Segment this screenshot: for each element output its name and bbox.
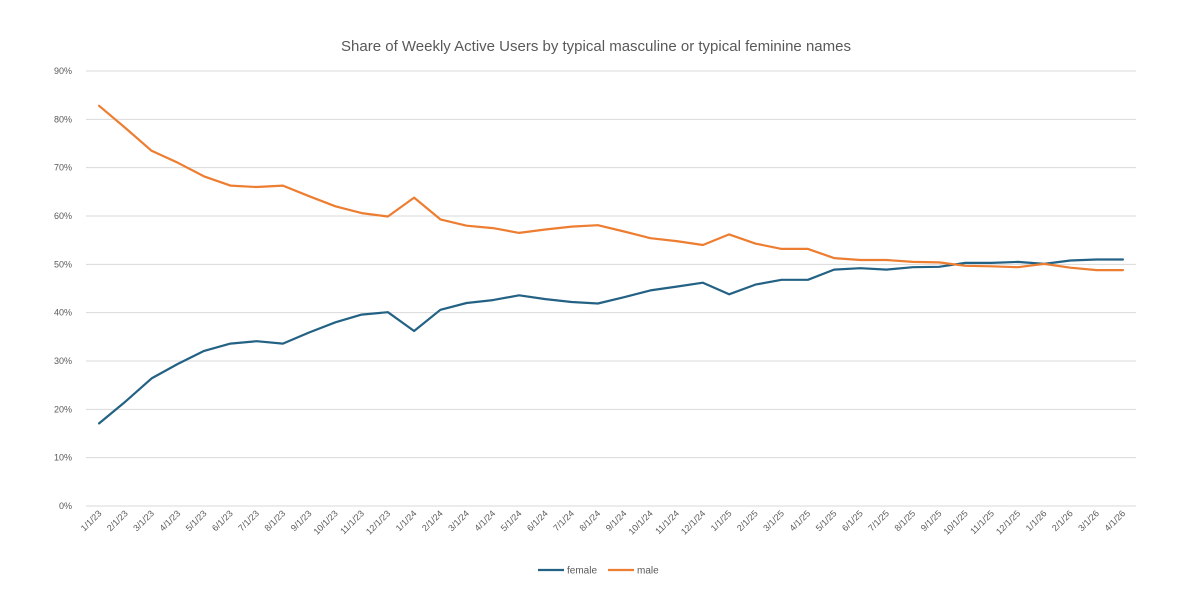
x-tick-label: 2/1/25 xyxy=(735,508,760,533)
x-tick-label: 4/1/23 xyxy=(158,508,183,533)
x-tick-label: 5/1/25 xyxy=(814,508,839,533)
legend-label-female: female xyxy=(567,566,597,577)
x-tick-label: 8/1/24 xyxy=(578,508,603,533)
x-tick-label: 2/1/24 xyxy=(420,508,445,533)
y-tick-label: 0% xyxy=(59,501,72,511)
x-tick-label: 9/1/24 xyxy=(604,508,629,533)
x-tick-label: 3/1/25 xyxy=(761,508,786,533)
x-tick-label: 10/1/23 xyxy=(311,508,339,536)
x-tick-label: 5/1/23 xyxy=(184,508,209,533)
y-tick-label: 30% xyxy=(54,356,72,366)
x-tick-label: 11/1/24 xyxy=(653,508,681,536)
x-tick-label: 11/1/23 xyxy=(338,508,366,536)
x-tick-label: 1/1/26 xyxy=(1024,508,1049,533)
x-tick-label: 4/1/24 xyxy=(473,508,498,533)
x-tick-label: 8/1/23 xyxy=(263,508,288,533)
series-line-male xyxy=(97,104,1125,272)
x-tick-label: 6/1/25 xyxy=(840,508,865,533)
y-axis-tick-labels: 0% 10% 20% 30% 40% 50% 60% 70% 80% 90% xyxy=(54,66,72,511)
x-tick-label: 7/1/23 xyxy=(236,508,261,533)
x-tick-label: 6/1/23 xyxy=(210,508,235,533)
x-tick-label: 1/1/24 xyxy=(394,508,419,533)
x-tick-label: 2/1/23 xyxy=(105,508,130,533)
x-tick-label: 8/1/25 xyxy=(893,508,918,533)
x-tick-label: 12/1/25 xyxy=(994,508,1022,536)
y-tick-label: 20% xyxy=(54,404,72,414)
x-tick-label: 3/1/26 xyxy=(1076,508,1101,533)
y-tick-label: 10% xyxy=(54,453,72,463)
x-tick-label: 4/1/25 xyxy=(788,508,813,533)
legend-label-male: male xyxy=(637,566,659,577)
y-tick-label: 90% xyxy=(54,66,72,76)
series-line-female xyxy=(97,258,1125,425)
x-tick-label: 7/1/24 xyxy=(551,508,576,533)
x-tick-label: 5/1/24 xyxy=(499,508,524,533)
legend: female male xyxy=(538,566,659,577)
y-tick-label: 80% xyxy=(54,114,72,124)
x-tick-label: 12/1/24 xyxy=(679,508,707,536)
x-tick-label: 10/1/24 xyxy=(626,508,654,536)
y-tick-label: 60% xyxy=(54,211,72,221)
x-tick-label: 7/1/25 xyxy=(866,508,891,533)
x-axis-tick-labels: 1/1/23 2/1/23 3/1/23 4/1/23 5/1/23 6/1/23 7/1/… xyxy=(79,508,1128,536)
data-series xyxy=(97,104,1125,425)
x-tick-label: 4/1/26 xyxy=(1103,508,1128,533)
x-tick-label: 9/1/25 xyxy=(919,508,944,533)
chart-title: Share of Weekly Active Users by typical … xyxy=(341,38,851,55)
y-tick-label: 50% xyxy=(54,259,72,269)
x-tick-label: 1/1/25 xyxy=(709,508,734,533)
x-tick-label: 10/1/25 xyxy=(941,508,969,536)
y-tick-label: 70% xyxy=(54,163,72,173)
x-tick-label: 12/1/23 xyxy=(364,508,392,536)
x-tick-label: 3/1/24 xyxy=(446,508,471,533)
x-tick-label: 6/1/24 xyxy=(525,508,550,533)
y-tick-label: 40% xyxy=(54,308,72,318)
x-tick-label: 9/1/23 xyxy=(289,508,314,533)
x-tick-label: 11/1/25 xyxy=(968,508,996,536)
gridlines xyxy=(86,70,1136,507)
x-tick-label: 2/1/26 xyxy=(1050,508,1075,533)
x-tick-label: 3/1/23 xyxy=(131,508,156,533)
x-tick-label: 1/1/23 xyxy=(79,508,104,533)
